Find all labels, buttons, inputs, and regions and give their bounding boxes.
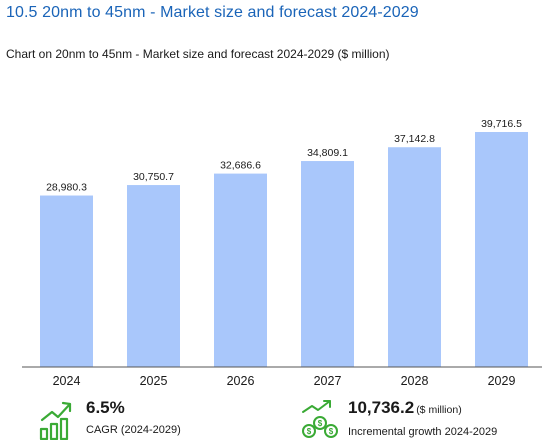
x-tick-2028: 2028 (401, 374, 429, 388)
data-label-2024: 28,980.3 (46, 182, 87, 194)
cagr-stat: 6.5% CAGR (2024-2029) (38, 398, 181, 440)
bar-2027 (301, 161, 354, 367)
bar-2028 (388, 147, 441, 367)
x-tick-2024: 2024 (53, 374, 81, 388)
growth-chart-icon (39, 401, 72, 440)
x-tick-2026: 2026 (227, 374, 255, 388)
data-label-2028: 37,142.8 (394, 133, 435, 145)
svg-text:$: $ (329, 427, 334, 436)
x-tick-2029: 2029 (488, 374, 516, 388)
cagr-label: CAGR (2024-2029) (86, 424, 181, 436)
incremental-growth-unit: ($ million) (416, 404, 462, 416)
bar-chart: 28,980.3 30,750.7 32,686.6 34,809.1 37,142.8… (22, 118, 542, 388)
data-label-2027: 34,809.1 (307, 147, 348, 159)
bar-2024 (40, 195, 93, 367)
bar-2025 (127, 185, 180, 367)
bars-layer (40, 132, 528, 367)
x-tick-2025: 2025 (140, 374, 168, 388)
bar-2026 (214, 173, 267, 367)
x-tick-2027: 2027 (314, 374, 342, 388)
cagr-value: 6.5% (86, 398, 125, 417)
labels-layer: 28,980.3 30,750.7 32,686.6 34,809.1 37,142.8… (46, 118, 522, 194)
incremental-growth-label: Incremental growth 2024-2029 (348, 426, 498, 438)
data-label-2026: 32,686.6 (220, 160, 261, 172)
page-title: 10.5 20nm to 45nm - Market size and fore… (6, 4, 419, 21)
chart-title: Chart on 20nm to 45nm - Market size and … (6, 47, 390, 61)
data-label-2029: 39,716.5 (481, 118, 522, 130)
svg-text:$: $ (307, 427, 312, 436)
ticks-layer: 2024 2025 2026 2027 2028 2029 (53, 374, 516, 388)
svg-text:$: $ (318, 419, 323, 428)
money-growth-icon: $ $ $ (302, 400, 338, 438)
incremental-growth-stat: $ $ $ 10,736.2 ($ million) Incremental gr… (300, 398, 497, 440)
data-label-2025: 30,750.7 (133, 171, 174, 183)
incremental-growth-value: 10,736.2 (348, 398, 415, 417)
bar-2029 (475, 132, 528, 367)
